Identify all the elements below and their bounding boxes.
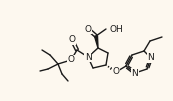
Text: N: N xyxy=(148,54,154,63)
Polygon shape xyxy=(94,36,98,48)
Text: N: N xyxy=(132,68,138,77)
Text: O: O xyxy=(67,56,75,65)
Text: N: N xyxy=(85,53,91,62)
Text: O: O xyxy=(84,25,92,34)
Text: O: O xyxy=(112,67,120,76)
Text: OH: OH xyxy=(110,25,124,34)
Text: O: O xyxy=(69,35,75,45)
